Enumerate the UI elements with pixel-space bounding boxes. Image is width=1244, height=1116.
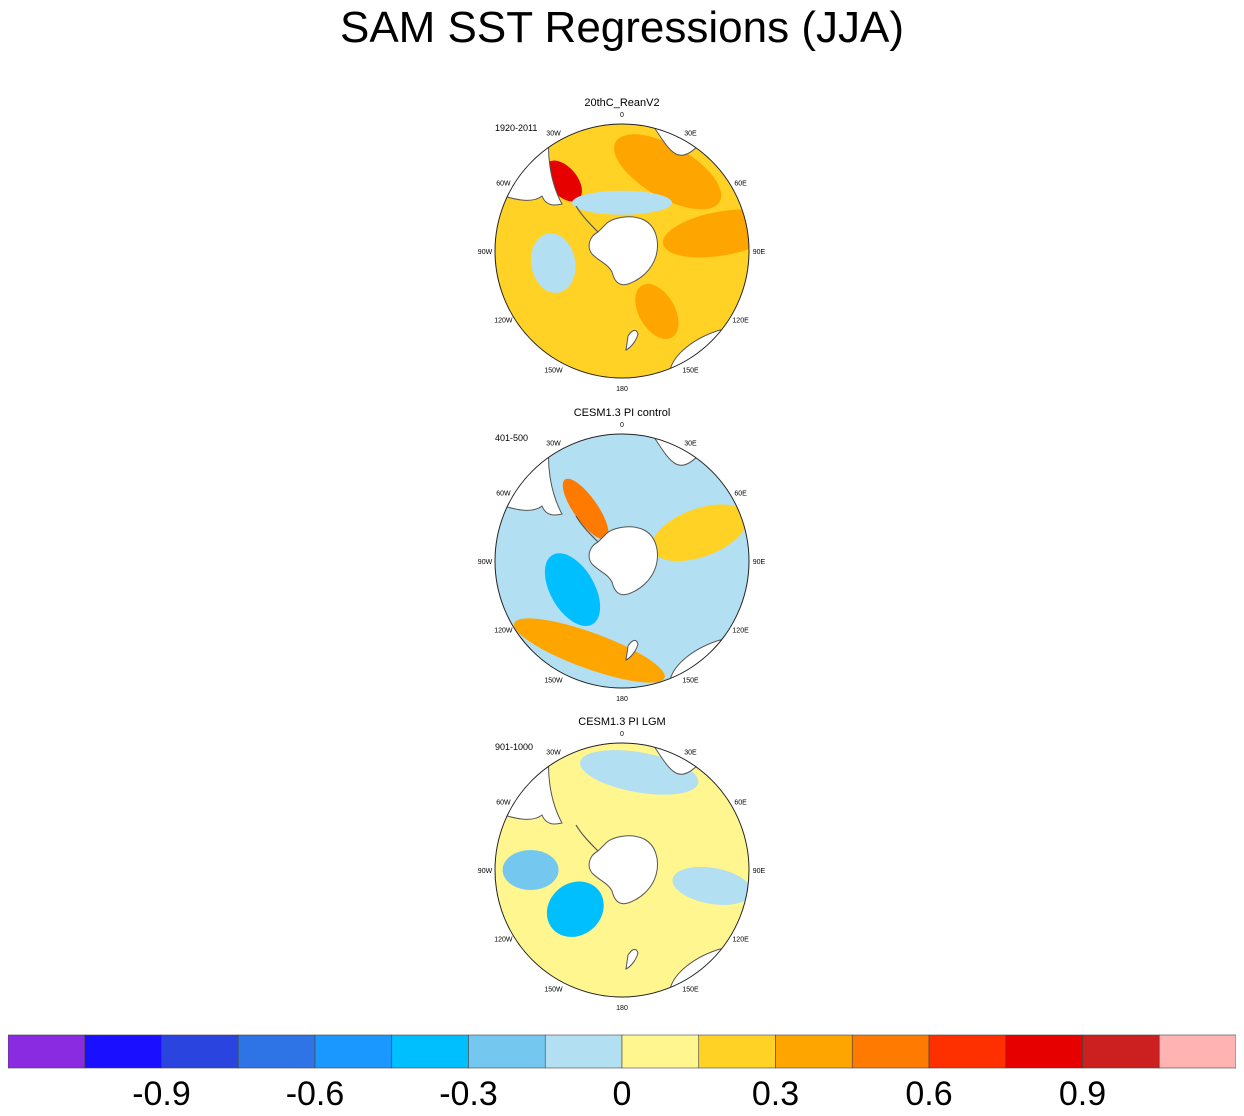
lon-tick-label: 90E <box>753 559 766 566</box>
colorbar-tick-label: 0.6 <box>905 1075 953 1113</box>
antarctic-peninsula <box>575 515 599 543</box>
lon-tick-label: 90W <box>478 559 493 566</box>
lon-tick-label: 60E <box>734 800 747 807</box>
colorbar-bin <box>851 1034 930 1069</box>
new-zealand-landmass <box>625 948 639 970</box>
anomaly-region <box>651 504 748 562</box>
lon-tick-label: 120E <box>732 628 749 635</box>
anomaly-region <box>614 134 722 210</box>
map-boundary <box>494 433 750 689</box>
lon-tick-label: 150W <box>544 678 563 685</box>
lon-tick-label: 180 <box>616 1005 628 1012</box>
anomaly-region <box>530 233 576 293</box>
lon-tick-label: 90W <box>478 868 493 875</box>
colorbar-tick-label: 0.3 <box>751 1075 800 1113</box>
panel-title: 20thC_ReanV2 <box>584 97 659 109</box>
lon-tick-label: 150E <box>682 987 699 994</box>
panel-period: 1920-2011 <box>495 123 537 133</box>
colorbar-tick-label: 0 <box>612 1075 632 1113</box>
colorbar-bin <box>1005 1034 1083 1069</box>
colorbar-bin <box>928 1034 1007 1069</box>
lon-tick-label: 60W <box>496 491 511 498</box>
colorbar-bin <box>8 1034 86 1069</box>
lon-tick-label: 30W <box>546 440 561 447</box>
antarctica-landmass <box>588 526 658 596</box>
panel-period: 901-1000 <box>495 742 533 752</box>
anomaly-region <box>672 866 749 905</box>
colorbar-tick-label: -0.9 <box>132 1075 191 1113</box>
colorbar-bin <box>468 1034 546 1069</box>
colorbar-bin <box>698 1034 776 1069</box>
lon-tick-label: 150W <box>544 987 563 994</box>
lon-tick-label: 60E <box>734 181 747 188</box>
anomaly-region <box>562 478 609 540</box>
lon-tick-label: 60E <box>734 491 747 498</box>
lon-tick-label: 150E <box>682 368 699 375</box>
anomaly-region <box>546 881 604 937</box>
lon-tick-label: 120W <box>494 628 513 635</box>
anomaly-region <box>635 284 679 339</box>
lon-tick-label: 180 <box>616 696 628 703</box>
lon-tick-label: 90E <box>753 249 766 256</box>
lon-tick-label: 90W <box>478 249 493 256</box>
lon-tick-label: 120W <box>494 318 513 325</box>
map-panel-20thc-reanv2: 20thC_ReanV2 1920-2011 0 30E 60E 90E 120E 150E 1… <box>478 97 766 393</box>
new-zealand-landmass <box>625 639 639 661</box>
anomaly-region <box>502 850 559 890</box>
map-panel-pi-lgm: CESM1.3 PI LGM 901-1000 0 30E 60E 90E 120E 150E… <box>478 716 766 1012</box>
new-zealand-landmass <box>625 329 639 351</box>
lon-tick-label: 120W <box>494 937 513 944</box>
lon-tick-label: 120E <box>732 937 749 944</box>
colorbar <box>8 1034 1236 1069</box>
colorbar-bin <box>775 1034 853 1069</box>
colorbar-bin <box>1082 1034 1160 1069</box>
colorbar-bin <box>621 1034 700 1069</box>
panel-title: CESM1.3 PI LGM <box>578 716 665 728</box>
lon-tick-label: 0 <box>620 731 624 738</box>
lon-tick-label: 150E <box>682 678 699 685</box>
map-boundary <box>494 742 750 998</box>
panel-title: CESM1.3 PI control <box>574 407 671 419</box>
colorbar-bin <box>314 1034 393 1069</box>
lon-tick-label: 150W <box>544 368 563 375</box>
map-boundary <box>494 123 750 379</box>
lon-tick-label: 30E <box>684 130 697 137</box>
antarctic-peninsula <box>575 205 599 233</box>
lon-tick-label: 60W <box>496 181 511 188</box>
colorbar-tick-label: 0.9 <box>1058 1075 1107 1113</box>
lon-tick-label: 180 <box>616 386 628 393</box>
lon-tick-label: 0 <box>620 422 624 429</box>
colorbar-bin <box>237 1034 316 1069</box>
colorbar-tick-label: -0.6 <box>285 1075 345 1113</box>
colorbar-bin <box>84 1034 162 1069</box>
figure-title: SAM SST Regressions (JJA) <box>339 3 904 52</box>
lon-tick-label: 60W <box>496 800 511 807</box>
antarctica-landmass <box>588 835 658 905</box>
lon-tick-label: 120E <box>732 318 749 325</box>
lon-tick-label: 0 <box>620 112 624 119</box>
lon-tick-label: 30W <box>546 130 561 137</box>
map-panel-pi-control: CESM1.3 PI control 401-500 0 30E 60E 90E 120E 1… <box>478 407 766 703</box>
lon-tick-label: 30E <box>684 440 697 447</box>
anomaly-region <box>572 190 672 215</box>
colorbar-bin <box>544 1034 623 1069</box>
lon-tick-label: 30E <box>684 749 697 756</box>
antarctica-landmass <box>588 216 658 286</box>
antarctic-peninsula <box>575 824 599 852</box>
anomaly-region <box>513 618 665 683</box>
lon-tick-label: 90E <box>753 868 766 875</box>
anomaly-region <box>544 553 601 626</box>
colorbar-bin <box>391 1034 469 1069</box>
colorbar-tick-label: -0.3 <box>439 1075 498 1113</box>
lon-tick-label: 30W <box>546 749 561 756</box>
anomaly-region <box>662 209 749 258</box>
colorbar-bin <box>161 1034 239 1069</box>
colorbar-bin <box>1158 1034 1236 1069</box>
panel-period: 401-500 <box>495 433 528 443</box>
